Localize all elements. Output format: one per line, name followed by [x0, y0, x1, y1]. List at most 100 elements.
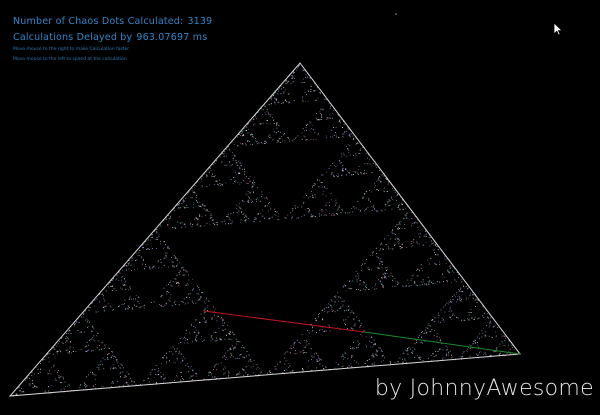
chaos-dot — [363, 197, 365, 199]
chaos-dot — [363, 169, 365, 171]
chaos-dot — [324, 330, 326, 332]
chaos-dot — [360, 172, 362, 174]
chaos-dot — [482, 306, 484, 308]
chaos-dot — [364, 363, 366, 365]
chaos-dot — [264, 197, 266, 199]
chaos-dot — [141, 256, 142, 258]
chaos-dot — [346, 155, 348, 157]
chaos-dot — [387, 201, 389, 203]
chaos-dot — [243, 347, 245, 349]
chaos-dot — [235, 160, 237, 161]
chaos-dot — [337, 208, 339, 210]
chaos-dot — [388, 247, 389, 249]
chaos-dot — [383, 191, 385, 193]
chaos-dot — [178, 352, 179, 354]
chaos-dot — [195, 217, 196, 219]
chaos-dot — [95, 374, 97, 376]
chaos-dot — [385, 273, 386, 275]
chaos-dot — [369, 255, 371, 257]
chaos-dot — [283, 87, 285, 89]
chaos-dot — [441, 317, 443, 319]
chaos-dot — [178, 208, 180, 210]
chaos-dot — [236, 340, 238, 342]
chaos-dot — [345, 352, 347, 354]
chaos-dot — [328, 311, 330, 313]
chaos-dot — [171, 261, 173, 263]
chaos-dot — [312, 326, 314, 328]
chaos-dot — [110, 366, 112, 368]
chaos-dot — [166, 352, 167, 354]
chaos-dot — [446, 353, 448, 355]
chaos-dot — [353, 319, 355, 321]
chaos-dot — [90, 350, 92, 352]
chaos-dot — [125, 280, 127, 282]
chaos-dot — [204, 318, 205, 320]
chaos-dot — [337, 208, 339, 210]
chaos-dot — [192, 303, 194, 304]
chaos-dot — [256, 197, 258, 199]
chaos-dot — [341, 174, 343, 176]
chaos-dot — [484, 352, 485, 354]
chaos-dot — [336, 309, 338, 311]
chaos-dot — [129, 288, 131, 290]
chaos-dot — [449, 350, 451, 352]
chaos-dot — [163, 257, 165, 259]
chaos-dot — [184, 336, 185, 338]
chaos-dot — [172, 281, 174, 282]
chaos-dot — [112, 310, 113, 311]
chaos-dot — [122, 275, 124, 277]
chaos-dot — [321, 310, 323, 311]
chaos-dot — [346, 290, 347, 292]
chaos-dot — [379, 263, 380, 265]
chaos-dot — [229, 331, 231, 332]
chaos-dot — [275, 99, 277, 101]
chaos-dot — [381, 277, 383, 279]
chaos-dot — [464, 319, 466, 321]
chaos-dot — [354, 325, 356, 327]
chaos-dot — [331, 300, 333, 302]
chaos-dot — [329, 114, 331, 116]
chaos-dot — [269, 115, 271, 117]
chaos-dot — [53, 347, 55, 348]
chaos-dot — [416, 342, 417, 343]
chaos-dot — [267, 210, 269, 212]
chaos-dot — [277, 215, 279, 217]
chaos-dot — [155, 239, 157, 240]
chaos-dot — [80, 349, 82, 350]
chaos-dot — [165, 302, 167, 304]
chaos-dot — [212, 176, 214, 177]
chaos-dot — [176, 205, 178, 206]
chaos-dot — [199, 216, 201, 217]
chaos-dot — [34, 386, 36, 388]
chaos-dot — [292, 73, 294, 74]
chaos-dot — [353, 137, 355, 139]
chaos-dot — [258, 374, 260, 376]
chaos-dot — [260, 201, 262, 202]
chaos-dot — [348, 135, 350, 136]
chaos-dot — [246, 127, 248, 129]
chaos-dot — [352, 138, 354, 140]
chaos-dot — [197, 218, 198, 220]
chaos-dot — [459, 296, 460, 298]
chaos-dot — [322, 365, 324, 367]
chaos-dot — [30, 372, 32, 373]
chaos-dot — [163, 220, 165, 222]
chaos-dot — [168, 291, 170, 293]
chaos-dot — [129, 307, 130, 308]
hint-faster: Move mouse to the right to make Calculat… — [13, 47, 130, 52]
chaos-dot — [331, 306, 333, 308]
chaos-dot — [446, 346, 448, 348]
chaos-dot — [416, 275, 418, 277]
chaos-dot — [325, 135, 327, 137]
chaos-dot — [335, 296, 337, 298]
chaos-dot — [137, 268, 139, 270]
chaos-dot — [269, 218, 270, 219]
chaos-dot — [93, 335, 95, 337]
chaos-dot — [487, 316, 489, 318]
chaos-dot — [494, 351, 496, 352]
chaos-dot — [188, 284, 189, 286]
chaos-dot — [305, 77, 307, 78]
chaos-dot — [372, 354, 374, 356]
chaos-dot — [107, 347, 109, 349]
